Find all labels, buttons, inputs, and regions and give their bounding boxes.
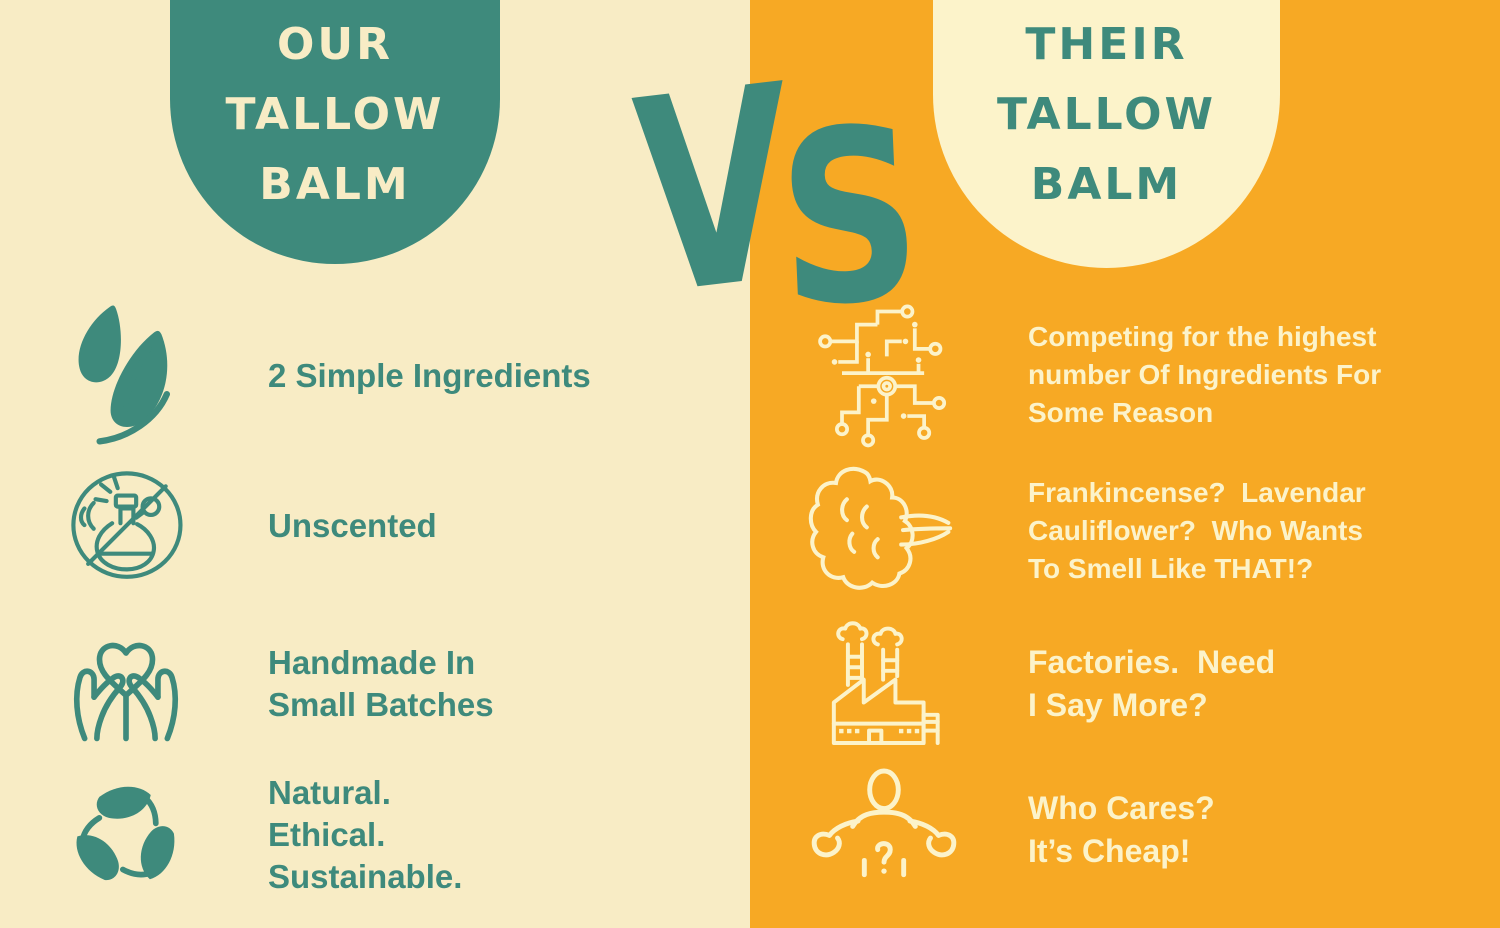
our-header: OUR TALLOW BALM [170, 0, 500, 264]
leaves-icon [60, 300, 192, 452]
item-label: Competing for the highest number Of Ingr… [1028, 321, 1382, 428]
our-item-natural: Natural. Ethical. Sustainable. [60, 762, 700, 908]
factory-icon [806, 618, 962, 750]
our-item-handmade: Handmade In Small Batches [60, 608, 700, 760]
their-header: THEIR TALLOW BALM [933, 0, 1280, 268]
their-item-cheap: Who Cares? It’s Cheap! [806, 760, 1486, 900]
smell-cloud-icon [806, 463, 962, 599]
our-item-ingredients: 2 Simple Ingredients [60, 296, 700, 456]
their-item-ingredients: Competing for the highest number Of Ingr… [806, 296, 1486, 454]
vs-label: V S [612, 28, 926, 362]
shrug-icon [806, 767, 962, 893]
circuit-icon [806, 300, 962, 450]
recycle-leaves-icon [60, 776, 192, 894]
their-item-scent: Frankincense? Lavendar Cauliflower? Who … [806, 460, 1486, 602]
item-label: Handmade In Small Batches [268, 644, 494, 723]
no-scent-icon [60, 466, 192, 586]
item-label: Natural. Ethical. Sustainable. [268, 774, 463, 895]
item-label: Factories. Need I Say More? [1028, 644, 1276, 723]
item-label: Who Cares? It’s Cheap! [1028, 790, 1215, 869]
their-item-factories: Factories. Need I Say More? [806, 610, 1486, 758]
item-label: Unscented [268, 507, 437, 544]
our-item-unscented: Unscented [60, 464, 700, 588]
item-label: 2 Simple Ingredients [268, 357, 591, 394]
item-label: Frankincense? Lavendar Cauliflower? Who … [1028, 477, 1366, 584]
hands-heart-icon [60, 622, 192, 746]
